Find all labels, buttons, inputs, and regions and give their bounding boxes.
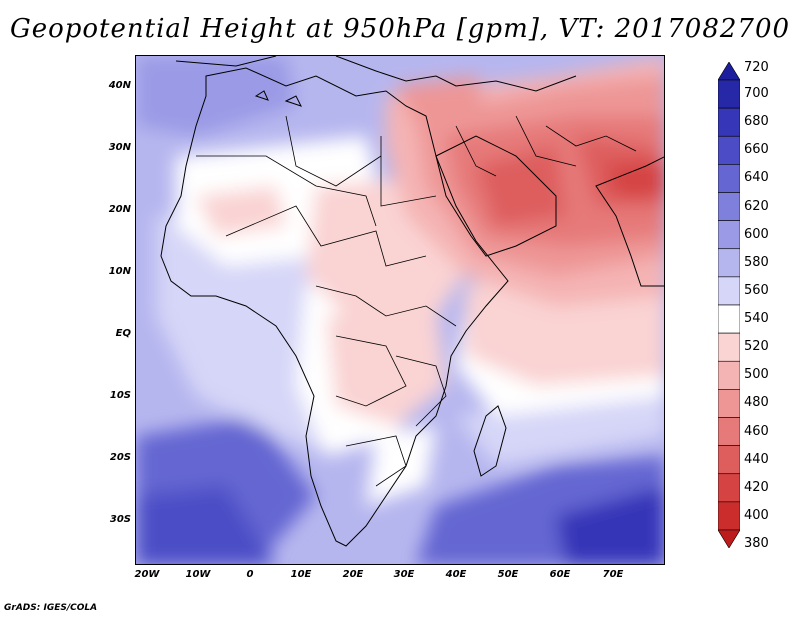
colorbar-label: 680 bbox=[744, 114, 769, 130]
colorbar-label: 520 bbox=[744, 339, 769, 355]
colorbar-segment bbox=[718, 360, 740, 390]
colorbar-segment bbox=[718, 220, 740, 250]
colorbar-label: 440 bbox=[744, 451, 769, 467]
lat-label-40n: 40N bbox=[108, 80, 131, 91]
colorbar-top-arrow bbox=[718, 62, 740, 81]
lon-label-20w: 20W bbox=[134, 569, 160, 580]
lon-label-20e: 20E bbox=[342, 569, 364, 580]
colorbar-label: 480 bbox=[744, 395, 769, 411]
colorbar-bottom-arrow bbox=[718, 529, 740, 548]
country-borders bbox=[196, 115, 637, 487]
colorbar-label: 380 bbox=[744, 536, 769, 551]
colorbar bbox=[718, 62, 740, 548]
colorbar-segment bbox=[718, 304, 740, 334]
chart-title: Geopotential Height at 950hPa [gpm], VT:… bbox=[9, 14, 791, 44]
lat-label-30s: 30S bbox=[109, 514, 131, 525]
lat-label-10n: 10N bbox=[108, 266, 131, 277]
lon-label-50e: 50E bbox=[497, 569, 519, 580]
colorbar-label: 720 bbox=[744, 60, 769, 75]
lat-label-10s: 10S bbox=[109, 390, 131, 401]
credit-footer: GrADS: IGES/COLA bbox=[4, 603, 98, 613]
lat-label-30n: 30N bbox=[108, 142, 131, 153]
colorbar-segment bbox=[718, 79, 740, 109]
colorbar-segment bbox=[718, 389, 740, 418]
colorbar-segment bbox=[718, 276, 740, 306]
colorbar-label: 700 bbox=[744, 86, 769, 102]
lon-label-30e: 30E bbox=[393, 569, 415, 580]
colorbar-segment bbox=[718, 445, 740, 475]
colorbar-label: 460 bbox=[744, 423, 769, 439]
colorbar-label: 660 bbox=[744, 142, 769, 158]
lon-label-40e: 40E bbox=[445, 569, 467, 580]
colorbar-segment bbox=[718, 501, 740, 531]
lon-label-60e: 60E bbox=[549, 569, 571, 580]
colorbar-segment bbox=[718, 107, 740, 137]
colorbar-segment bbox=[718, 332, 740, 362]
colorbar-label: 500 bbox=[744, 367, 769, 383]
colorbar-segment bbox=[718, 164, 740, 193]
colorbar-label: 580 bbox=[744, 254, 769, 270]
geopotential-field-map bbox=[136, 56, 664, 564]
lon-label-70e: 70E bbox=[602, 569, 624, 580]
lat-label-eq: EQ bbox=[115, 328, 131, 339]
colorbar-segment bbox=[718, 192, 740, 221]
colorbar-label: 600 bbox=[744, 226, 769, 242]
map-panel bbox=[135, 55, 665, 565]
colorbar-label: 400 bbox=[744, 507, 769, 523]
lat-label-20s: 20S bbox=[109, 452, 131, 463]
colorbar-label: 640 bbox=[744, 170, 769, 186]
colorbar-label: 620 bbox=[744, 198, 769, 214]
lon-label-10w: 10W bbox=[185, 569, 211, 580]
lon-label-0: 0 bbox=[246, 569, 254, 580]
lon-label-10e: 10E bbox=[290, 569, 312, 580]
colorbar-segment bbox=[718, 417, 740, 446]
coastlines bbox=[160, 56, 664, 547]
colorbar-label: 560 bbox=[744, 282, 769, 298]
colorbar-segment bbox=[718, 135, 740, 165]
colorbar-segment bbox=[718, 248, 740, 278]
colorbar-segment bbox=[718, 473, 740, 503]
colorbar-label: 540 bbox=[744, 311, 769, 327]
lat-label-20n: 20N bbox=[108, 204, 131, 215]
colorbar-label: 420 bbox=[744, 479, 769, 495]
